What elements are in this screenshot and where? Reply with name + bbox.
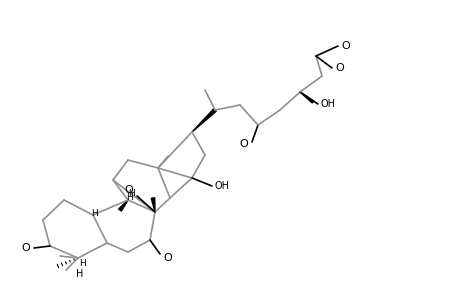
Text: H: H (126, 194, 133, 202)
Text: H: H (91, 208, 98, 217)
Polygon shape (151, 198, 155, 212)
Text: H: H (76, 269, 84, 279)
Text: O: O (239, 139, 248, 149)
Polygon shape (299, 92, 313, 103)
Text: O: O (341, 41, 350, 51)
Text: OH: OH (214, 181, 229, 191)
Text: O: O (335, 63, 344, 73)
Polygon shape (191, 109, 216, 132)
Text: O: O (124, 185, 133, 195)
Polygon shape (118, 200, 128, 211)
Text: O: O (163, 253, 172, 263)
Text: H: H (129, 190, 135, 199)
Text: OH: OH (320, 99, 335, 109)
Text: H: H (79, 259, 86, 268)
Text: O: O (22, 243, 30, 253)
